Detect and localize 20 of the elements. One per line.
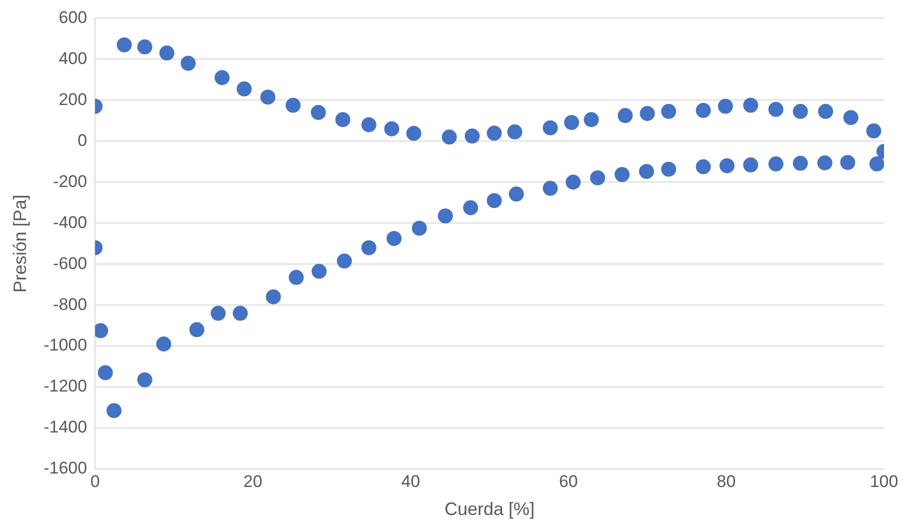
y-tick-label: 0 bbox=[78, 130, 88, 150]
y-tick-label: 400 bbox=[58, 48, 88, 68]
x-tick-label: 20 bbox=[243, 472, 262, 491]
y-axis-title: Presión [Pa] bbox=[10, 194, 30, 293]
y-tick-label: -200 bbox=[53, 172, 88, 191]
y-tick-label: -1200 bbox=[44, 376, 88, 396]
y-tick-label: -1400 bbox=[44, 418, 88, 437]
y-tick-label: -800 bbox=[53, 294, 88, 314]
y-tick-label: -400 bbox=[53, 212, 88, 232]
y-tick-label: -1000 bbox=[44, 336, 88, 355]
x-tick-label: 40 bbox=[401, 472, 420, 491]
y-tick-label: -600 bbox=[53, 254, 88, 273]
y-tick-label: 200 bbox=[58, 90, 88, 109]
x-tick-label: 100 bbox=[870, 472, 898, 491]
x-tick-label: 80 bbox=[716, 472, 736, 491]
y-tick-label: -1600 bbox=[44, 458, 88, 478]
x-tick-label: 0 bbox=[90, 472, 100, 491]
x-tick-label: 60 bbox=[558, 472, 578, 491]
x-axis-title: Cuerda [%] bbox=[444, 499, 535, 520]
y-tick-label: 600 bbox=[58, 8, 88, 27]
